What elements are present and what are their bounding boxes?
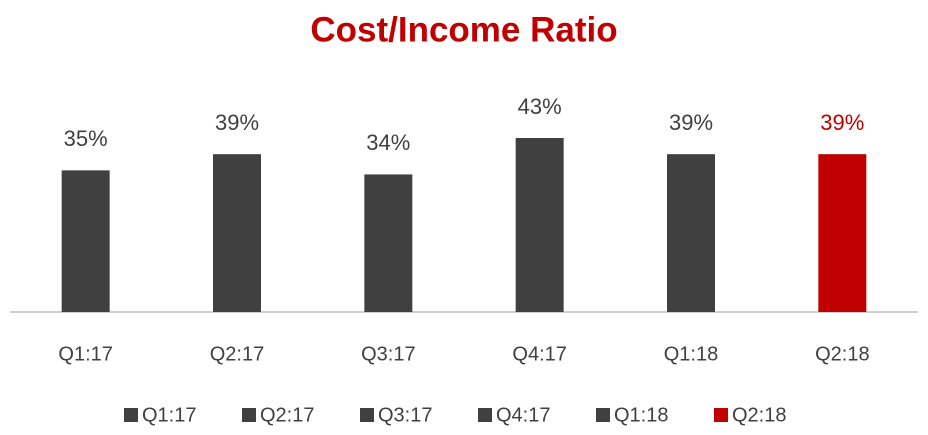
legend-label: Q2:18 [732,404,786,426]
legend-swatch [596,408,610,422]
legend-label: Q2:17 [260,404,314,426]
legend-label: Q4:17 [496,404,550,426]
bar [667,154,715,312]
x-tick-label: Q2:18 [815,343,869,365]
value-label: 43% [518,94,562,119]
legend-swatch [714,408,728,422]
value-label: 35% [64,126,108,151]
legend-swatch [242,408,256,422]
value-label: 39% [215,110,259,135]
legend-label: Q3:17 [378,404,432,426]
x-tick-label: Q1:18 [664,343,718,365]
bar [515,138,564,312]
legend-label: Q1:18 [614,404,668,426]
bar [213,154,261,312]
legend-swatch [360,408,374,422]
x-tick-label: Q4:17 [512,343,566,365]
value-label: 34% [366,130,410,155]
legend-swatch [124,408,138,422]
chart-title: Cost/Income Ratio [310,10,617,49]
x-tick-label: Q3:17 [361,343,415,365]
value-label: 39% [820,110,864,135]
x-tick-label: Q2:17 [210,343,264,365]
x-tick-label: Q1:17 [58,343,112,365]
bar [61,170,110,312]
bar [364,174,413,312]
legend-swatch [478,408,492,422]
value-label: 39% [669,110,713,135]
bar [818,154,867,312]
legend-label: Q1:17 [142,404,196,426]
